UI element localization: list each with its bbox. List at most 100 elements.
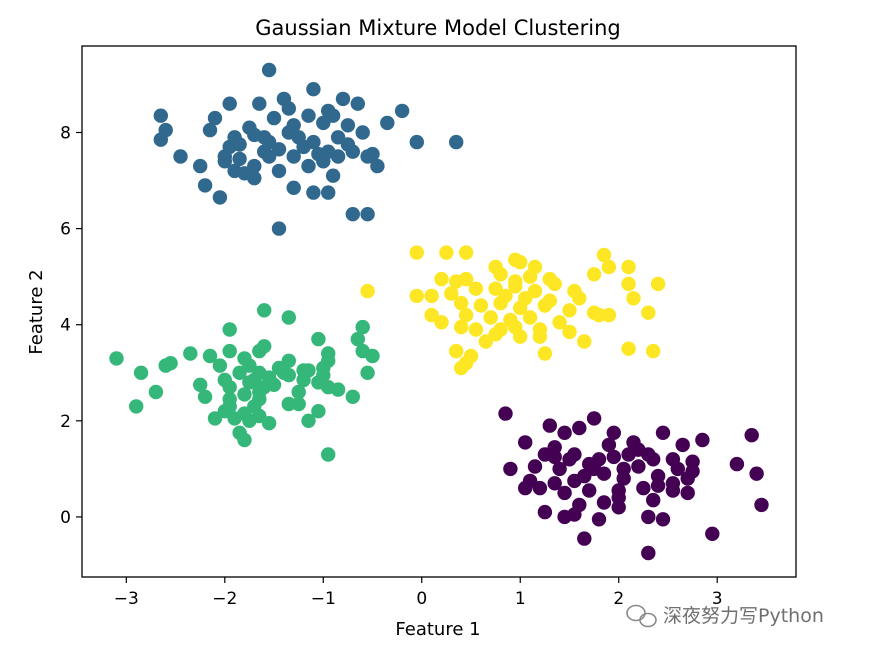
scatter-point-cluster-1-40 — [557, 485, 572, 501]
scatter-point-cluster-2-18 — [202, 122, 218, 138]
scatter-point-cluster-4-53 — [454, 319, 469, 335]
scatter-point-cluster-2-66 — [281, 125, 296, 140]
y-tick-label: 6 — [60, 220, 71, 240]
scatter-point-cluster-4-64 — [621, 341, 636, 356]
scatter-point-cluster-1-22 — [552, 461, 567, 477]
scatter-point-cluster-4-49 — [522, 310, 538, 325]
scatter-point-cluster-1-4 — [572, 420, 587, 436]
scatter-point-cluster-4-54 — [468, 322, 484, 337]
scatter-point-cluster-4-65 — [646, 343, 661, 359]
scatter-point-cluster-4-28 — [409, 288, 424, 304]
scatter-point-cluster-2-30 — [355, 125, 370, 140]
scatter-point-cluster-2-10 — [394, 103, 410, 119]
scatter-point-cluster-1-52 — [537, 504, 553, 520]
points-layer — [109, 62, 769, 561]
scatter-point-cluster-4-5 — [513, 255, 528, 270]
scatter-point-cluster-1-44 — [650, 478, 666, 493]
scatter-point-cluster-4-46 — [458, 307, 474, 323]
scatter-point-cluster-2-39 — [173, 149, 188, 164]
scatter-point-cluster-3-42 — [148, 384, 164, 400]
scatter-point-cluster-2-31 — [409, 134, 424, 150]
scatter-point-cluster-1-32 — [547, 476, 562, 491]
scatter-point-cluster-3-60 — [242, 413, 257, 428]
scatter-point-cluster-2-12 — [207, 110, 223, 126]
scatter-point-cluster-3-14 — [109, 351, 124, 366]
scatter-point-cluster-2-35 — [271, 142, 287, 157]
scatter-point-cluster-2-32 — [449, 134, 464, 150]
scatter-point-cluster-2-36 — [296, 139, 311, 155]
scatter-point-cluster-4-9 — [601, 259, 617, 275]
scatter-point-cluster-3-38 — [222, 380, 237, 395]
scatter-point-cluster-1-61 — [754, 497, 769, 513]
wechat-icon — [626, 604, 657, 628]
scatter-point-cluster-3-64 — [237, 432, 252, 448]
scatter-point-cluster-4-70 — [454, 360, 469, 376]
scatter-point-cluster-2-56 — [286, 180, 301, 195]
scatter-point-cluster-4-20 — [621, 276, 636, 292]
scatter-point-cluster-1-65 — [547, 449, 562, 465]
scatter-point-cluster-3-61 — [261, 416, 277, 431]
scatter-point-cluster-4-12 — [522, 269, 538, 284]
scatter-point-cluster-2-70 — [330, 149, 346, 164]
scatter-point-cluster-3-21 — [212, 358, 228, 373]
scatter-point-cluster-1-5 — [557, 425, 572, 440]
scatter-point-cluster-1-12 — [675, 437, 690, 453]
x-tick-label: −1 — [311, 589, 336, 609]
scatter-point-cluster-1-69 — [562, 452, 577, 467]
scatter-point-cluster-3-35 — [296, 372, 311, 388]
scatter-point-cluster-4-35 — [626, 291, 641, 306]
scatter-point-cluster-4-34 — [572, 291, 587, 306]
scatter-point-cluster-2-47 — [193, 158, 208, 174]
plot-frame — [81, 45, 797, 578]
scatter-point-cluster-2-63 — [237, 166, 252, 181]
scatter-point-cluster-2-62 — [271, 221, 287, 236]
scatter-point-cluster-4-11 — [493, 267, 508, 282]
scatter-point-cluster-4-23 — [468, 281, 484, 296]
scatter-point-cluster-2-50 — [271, 163, 287, 179]
scatter-point-cluster-2-22 — [340, 118, 356, 133]
watermark-text: 深夜努力写Python — [663, 605, 824, 627]
scatter-point-cluster-4-38 — [493, 295, 508, 311]
scatter-point-cluster-4-52 — [434, 315, 449, 330]
scatter-point-cluster-2-16 — [380, 115, 395, 131]
scatter-point-cluster-3-43 — [237, 387, 252, 402]
scatter-point-cluster-2-43 — [286, 149, 301, 164]
scatter-point-cluster-1-26 — [631, 459, 646, 474]
scatter-point-cluster-2-42 — [261, 149, 277, 164]
scatter-point-cluster-1-29 — [729, 456, 745, 472]
scatter-point-cluster-3-45 — [291, 384, 306, 400]
scatter-point-cluster-3-6 — [350, 331, 365, 347]
scatter-point-cluster-4-24 — [488, 281, 503, 296]
scatter-point-cluster-4-29 — [424, 288, 439, 304]
y-axis: 0 2 4 6 8 — [60, 123, 82, 528]
chart-title: Gaussian Mixture Model Clustering — [255, 16, 620, 40]
scatter-point-cluster-2-6 — [281, 101, 296, 116]
scatter-point-cluster-3-65 — [321, 447, 336, 462]
scatter-point-cluster-1-66 — [680, 471, 695, 486]
scatter-point-cluster-4-17 — [458, 271, 474, 287]
scatter-point-cluster-2-8 — [350, 96, 365, 111]
scatter-point-cluster-4-47 — [483, 310, 498, 325]
x-tick-label: −2 — [212, 589, 237, 609]
scatter-point-cluster-1-41 — [582, 483, 597, 498]
scatter-point-cluster-3-5 — [311, 331, 326, 347]
scatter-point-cluster-2-60 — [345, 207, 360, 222]
y-tick-label: 2 — [60, 412, 71, 432]
scatter-point-cluster-2-64 — [257, 130, 272, 145]
scatter-point-cluster-4-58 — [562, 324, 577, 340]
scatter-point-cluster-3-49 — [345, 389, 360, 404]
scatter-point-cluster-3-68 — [276, 365, 292, 380]
scatter-point-cluster-1-58 — [705, 526, 720, 541]
watermark: 深夜努力写Python — [626, 604, 824, 628]
scatter-point-cluster-3-50 — [129, 399, 144, 414]
scatter-point-cluster-1-60 — [641, 545, 656, 561]
x-tick-label: 1 — [515, 589, 526, 609]
y-tick-label: 4 — [60, 316, 71, 336]
scatter-point-cluster-4-45 — [424, 307, 439, 323]
scatter-point-cluster-1-21 — [527, 459, 543, 474]
scatter-point-cluster-3-31 — [360, 365, 375, 380]
scatter-point-cluster-4-36 — [454, 295, 469, 311]
scatter-point-cluster-3-3 — [355, 319, 370, 335]
scatter-point-cluster-2-68 — [232, 137, 247, 152]
